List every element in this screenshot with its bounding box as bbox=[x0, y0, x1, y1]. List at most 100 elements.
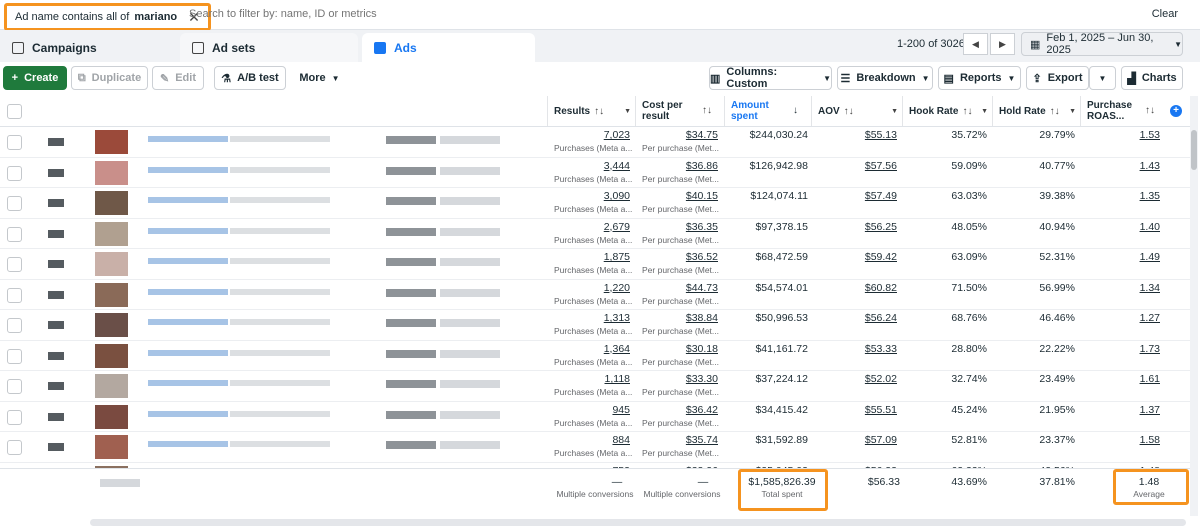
cell-results[interactable]: 1,875 bbox=[603, 251, 630, 263]
columns-button[interactable]: ▥ Columns: Custom ▼ bbox=[709, 66, 832, 90]
column-header-hold-rate[interactable]: Hold Rate ↑↓ ▼ bbox=[992, 96, 1080, 126]
row-checkbox[interactable] bbox=[7, 287, 22, 303]
search-input[interactable] bbox=[189, 8, 689, 20]
cell-purchase-roas[interactable]: 1.73 bbox=[1139, 342, 1160, 355]
cell-cost-per-result[interactable]: $34.75 bbox=[685, 129, 718, 141]
vertical-scrollbar-thumb[interactable] bbox=[1191, 130, 1197, 170]
cell-amount-spent: $50,996.53 bbox=[755, 312, 808, 324]
column-header-cost-per-result[interactable]: Cost per result ↑↓ bbox=[635, 96, 724, 126]
cell-cost-per-result[interactable]: $36.42 bbox=[685, 403, 718, 416]
chevron-down-icon[interactable]: ▼ bbox=[891, 108, 898, 115]
cell-cost-per-result[interactable]: $38.84 bbox=[685, 312, 718, 324]
cell-purchase-roas[interactable]: 1.34 bbox=[1139, 281, 1160, 294]
cell-results[interactable]: 2,679 bbox=[603, 220, 630, 233]
row-checkbox[interactable] bbox=[7, 135, 22, 150]
create-button[interactable]: + Create bbox=[3, 66, 67, 90]
cell-results[interactable]: 1,364 bbox=[603, 342, 630, 355]
cell-cost-per-result[interactable]: $36.52 bbox=[685, 251, 718, 263]
cell-aov[interactable]: $57.09 bbox=[864, 434, 897, 446]
sort-icon[interactable]: ↑↓ bbox=[1145, 105, 1155, 116]
column-header-aov[interactable]: AOV ↑↓ ▼ bbox=[811, 96, 902, 126]
next-page-button[interactable]: ▶ bbox=[990, 33, 1015, 55]
cell-results[interactable]: 945 bbox=[612, 403, 630, 416]
select-all-checkbox[interactable] bbox=[7, 104, 22, 119]
column-header-purchase-roas[interactable]: Purchase ROAS... ↑↓ bbox=[1080, 96, 1168, 126]
cell-cost-per-result[interactable]: $44.73 bbox=[685, 281, 718, 294]
horizontal-scrollbar[interactable] bbox=[90, 519, 1186, 526]
row-checkbox[interactable] bbox=[7, 348, 22, 364]
cell-results[interactable]: 3,090 bbox=[603, 190, 630, 202]
reports-button[interactable]: ▤ Reports ▼ bbox=[938, 66, 1021, 90]
sort-icon[interactable]: ↑↓ bbox=[594, 105, 605, 117]
cell-aov[interactable]: $59.42 bbox=[864, 251, 897, 263]
cell-aov[interactable]: $60.82 bbox=[864, 281, 897, 294]
cell-purchase-roas[interactable]: 1.58 bbox=[1139, 434, 1160, 446]
cell-cost-per-result[interactable]: $35.74 bbox=[685, 434, 718, 446]
row-checkbox[interactable] bbox=[7, 196, 22, 211]
row-checkbox[interactable] bbox=[7, 379, 22, 394]
cell-purchase-roas[interactable]: 1.43 bbox=[1139, 159, 1160, 172]
cell-cost-per-result[interactable]: $30.18 bbox=[685, 342, 718, 355]
breakdown-button[interactable]: ☰ Breakdown ▼ bbox=[837, 66, 933, 90]
row-checkbox[interactable] bbox=[7, 409, 22, 425]
cell-purchase-roas[interactable]: 1.35 bbox=[1139, 190, 1160, 202]
cell-cost-per-result[interactable]: $33.30 bbox=[685, 373, 718, 385]
tab-campaigns[interactable]: Campaigns bbox=[0, 33, 176, 62]
cell-purchase-roas[interactable]: 1.27 bbox=[1139, 312, 1160, 324]
charts-button[interactable]: ▟ Charts bbox=[1121, 66, 1183, 90]
cell-purchase-roas[interactable]: 1.37 bbox=[1139, 403, 1160, 416]
row-checkbox[interactable] bbox=[7, 226, 22, 242]
cell-results[interactable]: 3,444 bbox=[603, 159, 630, 172]
tab-ad-sets[interactable]: Ad sets bbox=[180, 33, 358, 62]
sort-icon[interactable]: ↑↓ bbox=[843, 105, 854, 117]
row-checkbox[interactable] bbox=[7, 257, 22, 272]
cell-purchase-roas[interactable]: 1.61 bbox=[1139, 373, 1160, 385]
edit-button[interactable]: ✎ Edit bbox=[152, 66, 204, 90]
cell-purchase-roas[interactable]: 1.49 bbox=[1139, 251, 1160, 263]
cell-aov[interactable]: $52.02 bbox=[864, 373, 897, 385]
export-dropdown-button[interactable]: ▼ bbox=[1089, 66, 1116, 90]
column-header-hook-rate[interactable]: Hook Rate ↑↓ ▼ bbox=[902, 96, 992, 126]
more-button[interactable]: More ▼ bbox=[292, 66, 347, 90]
row-checkbox[interactable] bbox=[7, 318, 22, 333]
duplicate-button[interactable]: ⧉ Duplicate bbox=[71, 66, 148, 90]
ab-test-button[interactable]: ⚗ A/B test bbox=[214, 66, 286, 90]
chevron-down-icon[interactable]: ▼ bbox=[624, 108, 631, 115]
chevron-down-icon[interactable]: ▼ bbox=[981, 108, 988, 115]
cell-cost-per-result[interactable]: $36.86 bbox=[685, 159, 718, 172]
prev-page-button[interactable]: ◀ bbox=[963, 33, 988, 55]
cell-purchase-roas[interactable]: 1.40 bbox=[1139, 220, 1160, 233]
clear-button[interactable]: Clear bbox=[1151, 8, 1178, 20]
cell-results[interactable]: 7,023 bbox=[603, 129, 630, 141]
sort-icon[interactable]: ↑↓ bbox=[1049, 105, 1060, 117]
cell-aov[interactable]: $57.49 bbox=[864, 190, 897, 202]
row-checkbox[interactable] bbox=[7, 165, 22, 181]
tab-ads[interactable]: Ads bbox=[362, 33, 535, 62]
cell-results[interactable]: 884 bbox=[612, 434, 630, 446]
chevron-down-icon[interactable]: ▼ bbox=[1069, 108, 1076, 115]
sort-icon[interactable]: ↓ bbox=[793, 105, 798, 116]
column-header-results[interactable]: Results ↑↓ ▼ bbox=[547, 96, 635, 126]
cell-aov[interactable]: $56.25 bbox=[864, 220, 897, 233]
cell-aov[interactable]: $55.51 bbox=[864, 403, 897, 416]
cell-aov[interactable]: $57.56 bbox=[864, 159, 897, 172]
export-button[interactable]: ⇪ Export bbox=[1026, 66, 1089, 90]
cell-aov[interactable]: $56.24 bbox=[864, 312, 897, 324]
row-checkbox[interactable] bbox=[7, 440, 22, 455]
cell-results[interactable]: 1,313 bbox=[603, 312, 630, 324]
add-column-icon[interactable]: + bbox=[1170, 105, 1182, 117]
cell-results[interactable]: 1,220 bbox=[603, 281, 630, 294]
cell-aov[interactable]: $55.13 bbox=[864, 129, 897, 141]
sort-icon[interactable]: ↑↓ bbox=[962, 105, 973, 117]
column-header-amount-spent[interactable]: Amount spent ↓ bbox=[724, 96, 811, 126]
date-range-picker[interactable]: ▦ Feb 1, 2025 – Jun 30, 2025 ▼ bbox=[1021, 32, 1183, 56]
cell-purchase-roas[interactable]: 1.53 bbox=[1139, 129, 1160, 141]
filter-chip[interactable]: Ad name contains all of mariano ✕ bbox=[4, 3, 211, 31]
vertical-scrollbar[interactable] bbox=[1190, 96, 1198, 516]
cell-hold-rate: 46.46% bbox=[1039, 312, 1075, 324]
cell-results[interactable]: 1,118 bbox=[604, 373, 631, 385]
cell-aov[interactable]: $53.33 bbox=[864, 342, 897, 355]
sort-icon[interactable]: ↑↓ bbox=[702, 105, 712, 116]
cell-cost-per-result[interactable]: $40.15 bbox=[685, 190, 718, 202]
cell-cost-per-result[interactable]: $36.35 bbox=[685, 220, 718, 233]
